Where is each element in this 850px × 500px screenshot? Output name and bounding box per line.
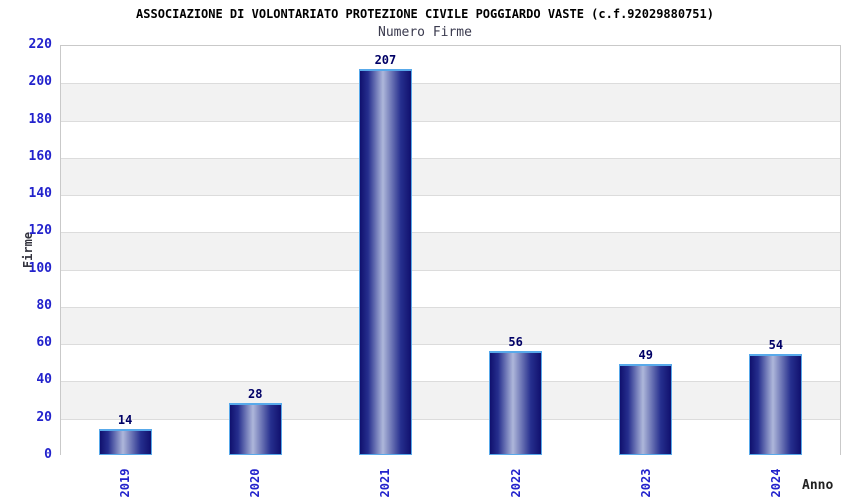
grid-band bbox=[61, 157, 840, 196]
bar-2019 bbox=[98, 428, 152, 455]
x-axis-tick-label: 2022 bbox=[508, 468, 523, 498]
x-axis-tick-label: 2023 bbox=[638, 468, 653, 498]
grid-band bbox=[61, 46, 840, 84]
y-axis-tick-label: 120 bbox=[28, 223, 52, 239]
bar-2020 bbox=[228, 402, 282, 455]
y-axis-tick-label: 100 bbox=[28, 260, 52, 276]
y-axis-tick-label: 160 bbox=[28, 148, 52, 164]
grid-band bbox=[61, 120, 840, 158]
x-axis-tick-label: 2020 bbox=[248, 468, 263, 498]
bar-value-label: 49 bbox=[638, 347, 653, 362]
y-axis-tick-label: 140 bbox=[28, 186, 52, 202]
x-axis-tick-label: 2019 bbox=[118, 468, 133, 498]
chart-subtitle: Numero Firme bbox=[378, 25, 472, 40]
y-axis-tick-label: 80 bbox=[36, 297, 52, 313]
y-axis-tick-label: 200 bbox=[28, 74, 52, 90]
bar-value-label: 14 bbox=[117, 412, 133, 427]
bar-2023 bbox=[619, 363, 673, 455]
y-axis-tick-label: 0 bbox=[44, 447, 52, 462]
bar-2022 bbox=[489, 350, 543, 455]
grid-band bbox=[61, 195, 840, 233]
y-axis-tick-label: 40 bbox=[36, 372, 52, 388]
chart-title: ASSOCIAZIONE DI VOLONTARIATO PROTEZIONE … bbox=[136, 7, 714, 21]
grid-band bbox=[61, 83, 840, 121]
x-axis-tick-label: 2024 bbox=[768, 468, 783, 498]
y-axis-tick-label: 220 bbox=[28, 37, 52, 52]
x-axis-tick-label: 2021 bbox=[378, 468, 393, 498]
grid-band bbox=[61, 269, 840, 307]
grid-band bbox=[61, 418, 840, 456]
grid-band bbox=[61, 344, 840, 382]
plot-area bbox=[60, 45, 841, 456]
grid-band bbox=[61, 232, 840, 270]
bar-2024 bbox=[749, 354, 803, 455]
bar-2021 bbox=[358, 69, 412, 455]
y-axis-tick-label: 20 bbox=[36, 409, 52, 425]
y-axis-tick-label: 180 bbox=[28, 111, 52, 127]
bar-value-label: 54 bbox=[768, 338, 784, 353]
bar-value-label: 28 bbox=[248, 386, 263, 401]
x-axis-title: Anno bbox=[802, 478, 834, 493]
y-axis-tick-label: 60 bbox=[36, 335, 52, 351]
bar-value-label: 207 bbox=[374, 53, 397, 68]
grid-band bbox=[61, 306, 840, 345]
grid-band bbox=[61, 381, 840, 419]
bar-value-label: 56 bbox=[508, 334, 523, 349]
